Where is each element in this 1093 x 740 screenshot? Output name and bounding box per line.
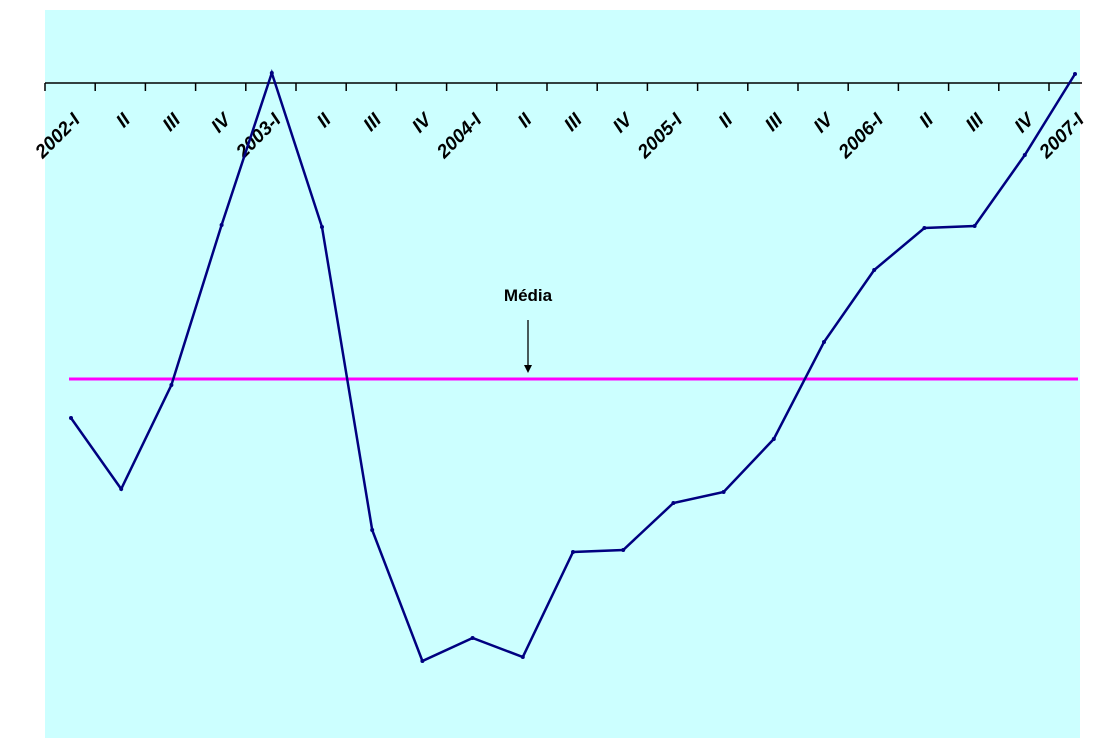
media-annotation-arrowhead xyxy=(524,365,532,373)
series-points xyxy=(69,71,1077,663)
data-point xyxy=(420,659,425,663)
data-point xyxy=(370,528,375,532)
data-point xyxy=(571,550,575,554)
data-point xyxy=(1022,153,1027,157)
data-point xyxy=(119,487,124,491)
plot-area xyxy=(45,10,1080,738)
data-point xyxy=(922,226,927,230)
data-point xyxy=(771,437,776,441)
data-point xyxy=(69,416,73,420)
data-point xyxy=(1073,72,1077,76)
data-point xyxy=(621,548,626,552)
x-axis-ticks xyxy=(44,83,1050,91)
data-point xyxy=(972,224,977,228)
data-point xyxy=(671,501,676,505)
data-point xyxy=(721,490,726,494)
data-point xyxy=(520,655,525,659)
data-point xyxy=(219,223,224,227)
data-point xyxy=(320,225,324,229)
data-point xyxy=(872,268,877,272)
data-point xyxy=(822,340,826,344)
data-point xyxy=(169,383,174,387)
data-point xyxy=(269,71,274,75)
data-point xyxy=(470,636,475,640)
media-annotation-label: Média xyxy=(504,286,553,305)
